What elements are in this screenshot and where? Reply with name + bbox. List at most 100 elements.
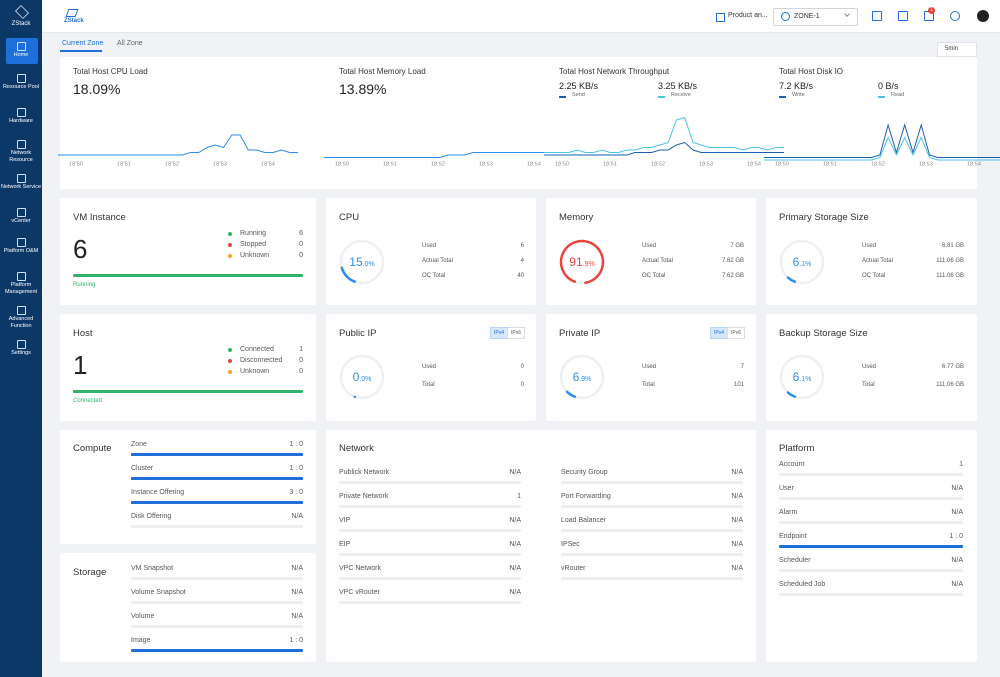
row-value: N/A (509, 589, 521, 596)
nav-item[interactable]: Home (13, 52, 29, 58)
nav-item[interactable]: Settings (11, 350, 31, 356)
zone-name[interactable]: ZONE-1 (794, 13, 820, 20)
x-tick-label: 18:52 (165, 161, 179, 167)
row-value: N/A (951, 557, 963, 564)
row-label: Account (779, 461, 805, 468)
row-bar (561, 529, 743, 532)
ip-toggle[interactable]: IPv4 (490, 327, 508, 339)
row-bar (779, 569, 963, 572)
top-icon[interactable] (950, 11, 960, 21)
row-label: VPC Network (339, 565, 382, 572)
tab[interactable]: Current Zone (62, 40, 104, 47)
gauge-label: 91.9% (569, 255, 594, 269)
nav-icon (17, 238, 26, 247)
monitor-panel (60, 57, 977, 189)
nav-item[interactable]: Platform Management (4, 282, 38, 295)
row-bar (561, 505, 743, 508)
nav-icon (17, 140, 26, 149)
ip-toggle[interactable]: IPv6 (727, 327, 745, 339)
row-value: 1 (959, 461, 963, 468)
row-label: User (779, 485, 794, 492)
row-label: IPSec (561, 541, 580, 548)
nav-item[interactable]: vCenter (11, 218, 31, 224)
row-bar (339, 577, 521, 580)
top-icon[interactable] (872, 11, 882, 21)
top-logo: ZStack (64, 18, 84, 24)
x-tick-label: 18:51 (383, 161, 397, 167)
row-label: VM Snapshot (131, 565, 174, 572)
nav-item[interactable]: Hardware (9, 118, 33, 124)
series-value: 7.2 KB/s (779, 81, 814, 91)
row-value: 7 (740, 364, 744, 370)
row-label: Private Network (339, 493, 389, 500)
gauge: 0.0% (339, 354, 385, 400)
row-value: 7.62 GB (721, 258, 744, 264)
legend-name: Receive (671, 92, 691, 98)
gauge: 6.1% (779, 354, 825, 400)
row-bar (339, 505, 521, 508)
row-label: Used (862, 364, 877, 370)
gauge-track (779, 239, 825, 285)
top-icon[interactable] (898, 11, 908, 21)
gauge-track (339, 239, 385, 285)
gauge-label-part: .9% (579, 376, 591, 383)
gauge-label: 15.0% (349, 255, 374, 269)
status-label: Running (73, 282, 96, 288)
row-value: 111.06 GB (936, 273, 964, 279)
row-label: Total (862, 382, 875, 388)
legend-dot (228, 359, 232, 363)
row-label: Used (422, 243, 437, 249)
card-title: Memory (559, 212, 594, 223)
gauge-label-part: 91 (569, 255, 583, 269)
monitor-value: 18.09% (73, 81, 121, 97)
legend-swatch (658, 96, 665, 98)
row-value: 111.06 GB (936, 258, 964, 264)
row-bar (131, 477, 303, 480)
product-menu[interactable]: Product an... (728, 12, 768, 19)
row-value: 1 : 0 (289, 637, 303, 644)
row-label: Endpoint (779, 533, 807, 540)
gauge-label: 6.9% (573, 370, 592, 384)
row-bar (561, 553, 743, 556)
sparkline-line (324, 152, 564, 158)
row-label: Disk Offering (131, 513, 172, 520)
gauge: 6.9% (559, 354, 605, 400)
ip-toggle[interactable]: IPv4 (710, 327, 728, 339)
notification-badge: 1 (928, 7, 935, 14)
nav-item[interactable]: Network Resource (9, 150, 33, 163)
card-title: Primary Storage Size (779, 212, 869, 223)
tab[interactable]: All Zone (117, 40, 143, 47)
card-title: Public IP (339, 328, 377, 339)
legend-dot (228, 243, 232, 247)
gauge-label-part: .9% (583, 261, 595, 268)
avatar[interactable] (977, 10, 989, 22)
row-value: N/A (291, 565, 303, 572)
x-tick-label: 18:54 (967, 161, 981, 167)
nav-icon (17, 174, 26, 183)
zone-select[interactable] (773, 8, 858, 26)
nav-item[interactable]: Advanced Function (8, 316, 34, 329)
row-value: 6 (520, 243, 524, 249)
legend-name: Write (792, 92, 805, 98)
row-label: Actual Total (422, 258, 453, 264)
row-value: 4 (520, 258, 524, 264)
row-label: Alarm (779, 509, 798, 516)
row-label: OC Total (422, 273, 446, 279)
sparkline: 18:50 18:51 18:52 18:53 18:54 (324, 152, 564, 167)
nav-item[interactable]: Resource Pool (2, 84, 40, 90)
card-title: VM Instance (73, 212, 126, 223)
row-value: N/A (509, 517, 521, 524)
interval-select[interactable]: 5min (937, 42, 977, 57)
card-title: Compute (73, 443, 112, 454)
legend-name: Unknown (240, 252, 270, 259)
x-tick-label: 18:52 (431, 161, 445, 167)
status-bar (73, 390, 303, 393)
nav-item[interactable]: Network Service (0, 184, 42, 190)
nav-item[interactable]: Platform O&M (3, 248, 39, 254)
row-label: vRouter (561, 565, 586, 572)
row-value: N/A (731, 541, 743, 548)
legend-name: Disconnected (240, 357, 283, 364)
ip-toggle[interactable]: IPv6 (507, 327, 525, 339)
x-tick-label: 18:53 (213, 161, 227, 167)
